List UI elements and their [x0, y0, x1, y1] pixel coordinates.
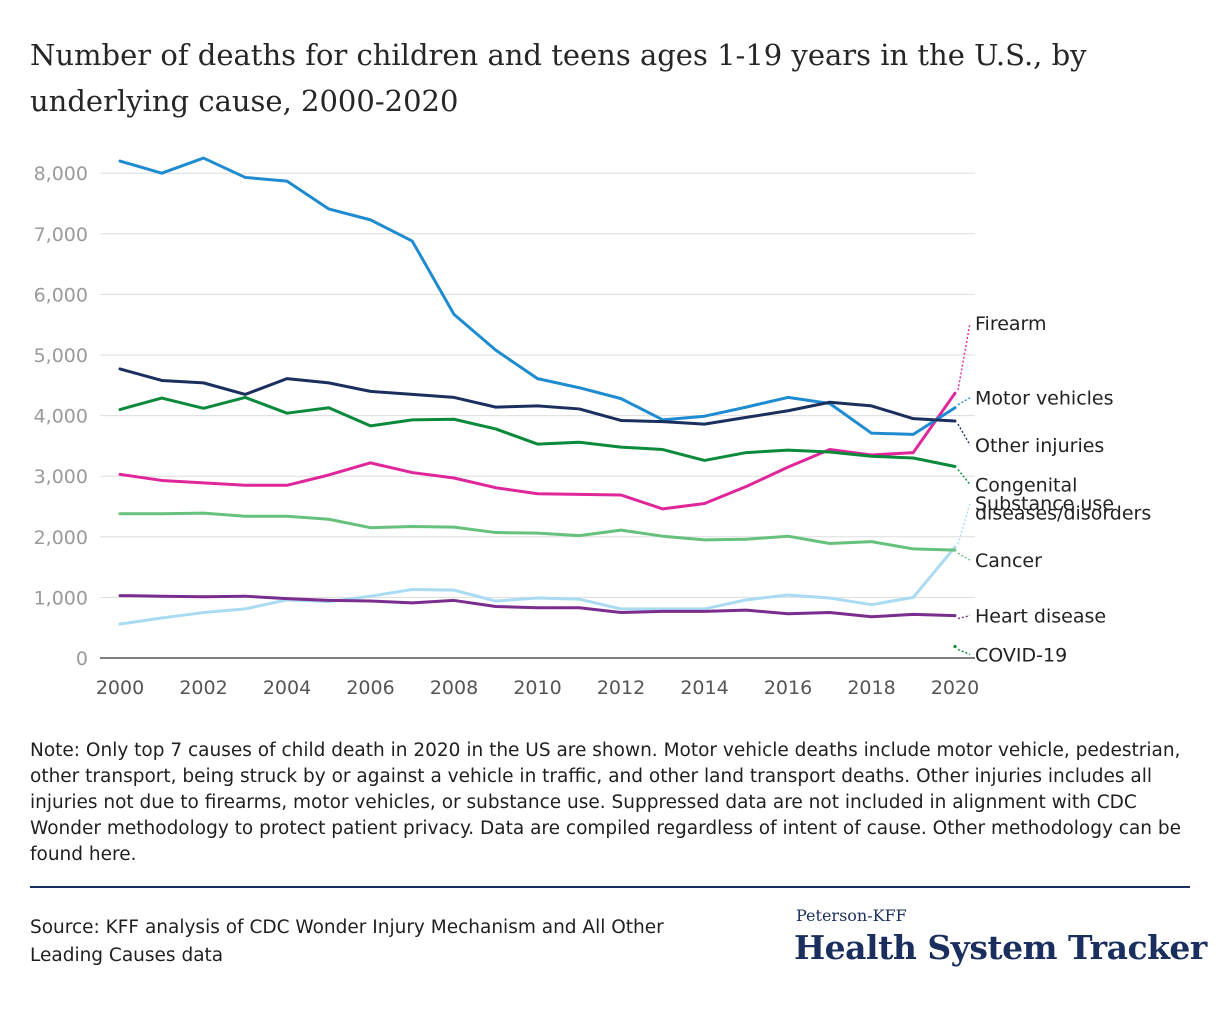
y-tick-label: 8,000	[34, 163, 88, 185]
gridlines	[100, 172, 975, 659]
series-label-cancer: Cancer	[975, 550, 1042, 572]
leader-line-heart-disease	[957, 614, 971, 620]
y-tick-label: 3,000	[34, 466, 88, 488]
leader-line-motor-vehicles	[957, 397, 971, 406]
brand-logo: Health System Tracker	[794, 928, 1207, 967]
x-tick-label: 2004	[263, 677, 311, 699]
y-tick-label: 2,000	[34, 527, 88, 549]
chart-title: Number of deaths for children and teens …	[30, 38, 1087, 118]
y-tick-label: 1,000	[34, 587, 88, 609]
series-line-substance-use	[118, 545, 957, 626]
x-tick-label: 2012	[597, 677, 645, 699]
series-line-cancer	[118, 511, 957, 552]
series-line-congenital-diseases-disorders	[118, 395, 957, 469]
series-line-firearm	[118, 391, 957, 511]
x-tick-label: 2018	[847, 677, 895, 699]
series-label-covid-19: COVID-19	[975, 644, 1067, 666]
y-tick-label: 6,000	[34, 284, 88, 306]
x-tick-label: 2014	[680, 677, 728, 699]
leader-line-other-injuries	[957, 423, 971, 446]
series-lines	[118, 156, 957, 649]
series-line-other-injuries	[118, 367, 957, 426]
chart-note: Note: Only top 7 causes of child death i…	[30, 740, 1182, 865]
source-text: Source: KFF analysis of CDC Wonder Injur…	[30, 917, 664, 966]
x-tick-label: 2010	[513, 677, 561, 699]
leader-line-cancer	[957, 552, 971, 561]
line-chart: 0 1,000 2,000 3,000 4,000 5,000 6,000 7,000 8,00…	[34, 156, 1151, 699]
series-label-substance-use: Substance use	[975, 493, 1114, 515]
y-tick-label: 7,000	[34, 224, 88, 246]
series-label-motor-vehicles: Motor vehicles	[975, 388, 1114, 410]
series-labels: Firearm Motor vehicles Other injuries Conge…	[957, 313, 1151, 666]
series-label-firearm: Firearm	[975, 313, 1047, 335]
series-label-other-injuries: Other injuries	[975, 435, 1104, 457]
leader-line-covid-19	[957, 648, 971, 656]
x-tick-label: 2020	[931, 677, 979, 699]
x-tick-label: 2016	[764, 677, 812, 699]
series-line-heart-disease	[118, 594, 957, 619]
x-axis-ticks: 2000 2002 2004 2006 2008 2010 2012 2014 2016 2018…	[96, 677, 979, 699]
series-line-motor-vehicles	[118, 156, 957, 436]
series-point-covid-19	[953, 644, 957, 649]
series-label-heart-disease: Heart disease	[975, 606, 1106, 628]
y-tick-label: 5,000	[34, 345, 88, 367]
x-tick-label: 2008	[430, 677, 478, 699]
x-tick-label: 2000	[96, 677, 144, 699]
y-tick-label: 0	[76, 648, 88, 670]
leader-line-substance-use	[957, 502, 971, 545]
leader-line-congenital-diseases-disorders	[957, 469, 971, 485]
leader-line-firearm	[957, 323, 971, 391]
x-tick-label: 2006	[346, 677, 394, 699]
x-tick-label: 2002	[179, 677, 227, 699]
y-tick-label: 4,000	[34, 406, 88, 428]
brand-logo-small: Peterson-KFF	[796, 906, 907, 925]
series-label-congenital-diseases-disorders: Congenital diseases/disorders	[975, 475, 1151, 525]
divider	[30, 886, 1190, 888]
y-axis-ticks: 0 1,000 2,000 3,000 4,000 5,000 6,000 7,000 8,00…	[34, 163, 88, 670]
